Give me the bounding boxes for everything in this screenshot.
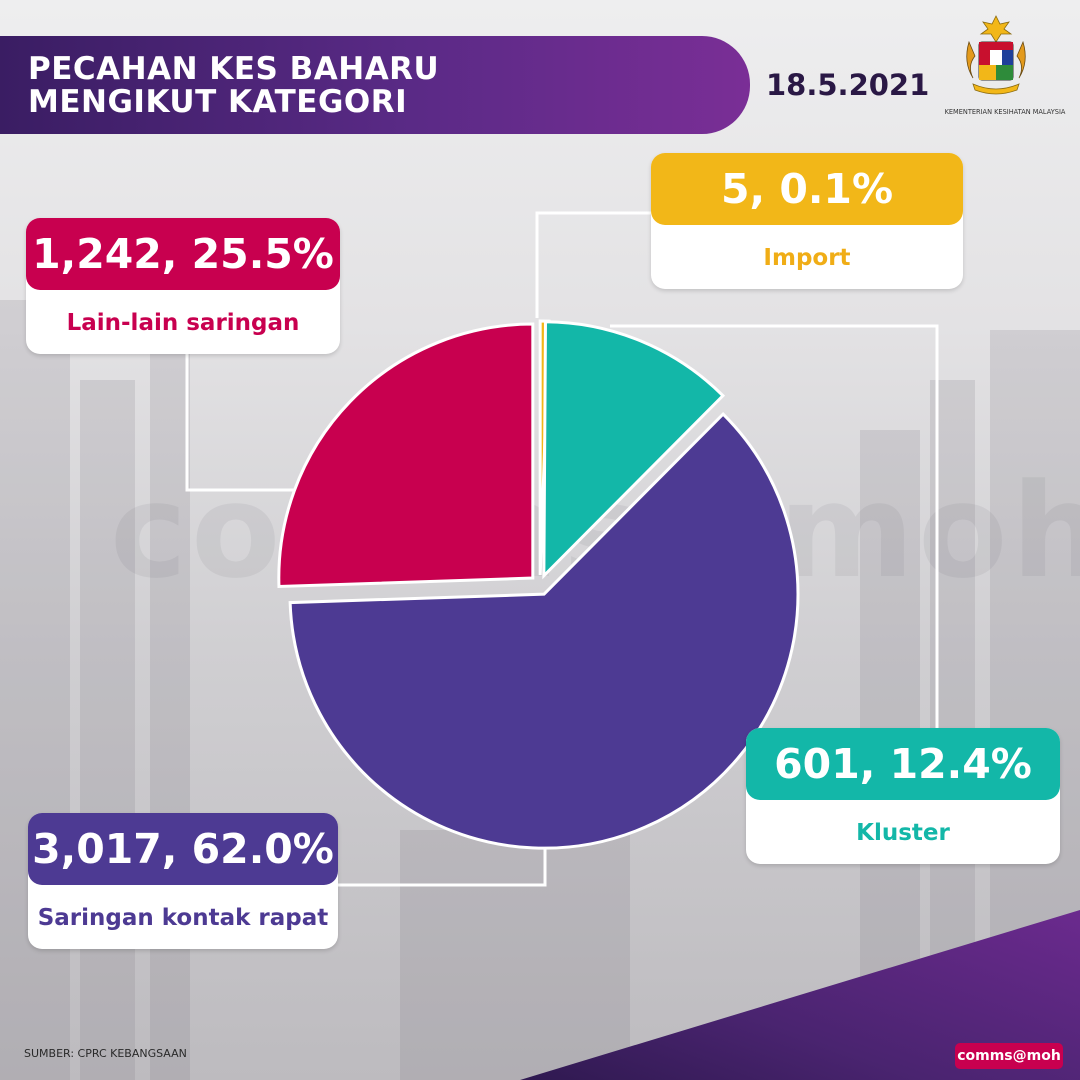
category-label-import: Import [763, 245, 851, 271]
page-title-line-2: MENGIKUT KATEGORI [28, 84, 408, 120]
value-label-kluster: 601, 12.4% [746, 728, 1060, 800]
agency-name: KEMENTERIAN KESIHATAN MALAYSIA [944, 108, 1066, 116]
pie-slices [277, 319, 800, 850]
pie-slice-kluster [542, 320, 726, 580]
title-banner [0, 36, 750, 134]
brand-badge: comms@moh [955, 1043, 1063, 1069]
value-label-kontak-rapat: 3,017, 62.0% [28, 813, 338, 885]
value-label-lain-lain: 1,242, 25.5% [26, 218, 340, 290]
category-label-kluster: Kluster [856, 820, 950, 846]
page-title-line-1: PECAHAN KES BAHARU [28, 51, 440, 87]
callout-kluster: 601, 12.4% Kluster [746, 728, 1060, 864]
leader-line-import [535, 211, 651, 318]
callout-import: 5, 0.1% Import [651, 153, 963, 289]
source-note: SUMBER: CPRC KEBANGSAAN [24, 1047, 187, 1060]
leader-line-kluster [610, 324, 939, 728]
coat-of-arms-logo [966, 15, 1026, 95]
value-label-import: 5, 0.1% [651, 153, 963, 225]
callout-saringan-kontak-rapat: 3,017, 62.0% Saringan kontak rapat [28, 813, 338, 949]
report-date: 18.5.2021 [766, 68, 930, 102]
leader-lines [185, 211, 939, 887]
pie-slice-lain-lain-saringan [277, 322, 535, 589]
callout-lain-lain-saringan: 1,242, 25.5% Lain-lain saringan [26, 218, 340, 354]
category-label-kontak-rapat: Saringan kontak rapat [37, 905, 329, 931]
pie-slice-saringan-kontak-rapat [288, 411, 800, 850]
category-label-lain-lain: Lain-lain saringan [66, 310, 300, 336]
